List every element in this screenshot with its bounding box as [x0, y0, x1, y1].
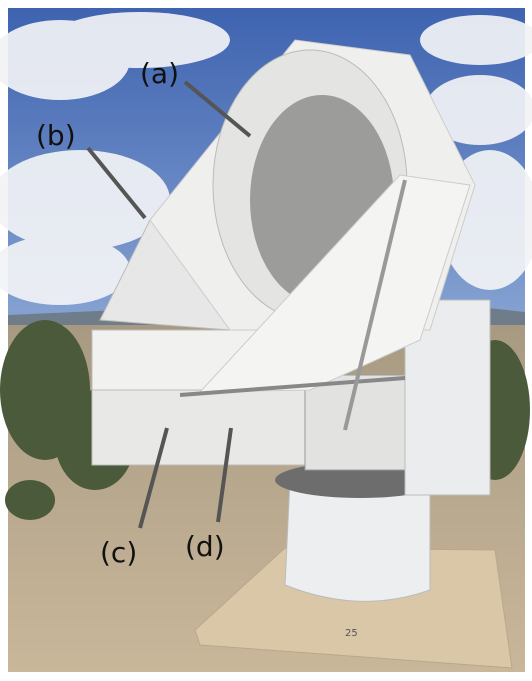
bearing	[275, 462, 445, 498]
clouds	[0, 12, 532, 305]
lower-frame	[91, 384, 308, 466]
photo: 25	[0, 8, 532, 672]
concrete-pad	[194, 547, 513, 669]
pedestal	[284, 479, 431, 602]
arrow-b	[86, 146, 147, 220]
arrow-a	[183, 80, 252, 138]
label: (a)	[140, 57, 179, 90]
front-shield	[198, 174, 471, 393]
label: (c)	[100, 536, 137, 569]
arrow-d	[216, 427, 233, 523]
arrows	[86, 80, 252, 529]
label: (b)	[36, 119, 76, 152]
strut	[179, 376, 406, 397]
strut	[343, 179, 407, 431]
pad-number: 25	[345, 628, 358, 639]
label: (d)	[185, 530, 225, 563]
arrow-c	[138, 427, 169, 529]
